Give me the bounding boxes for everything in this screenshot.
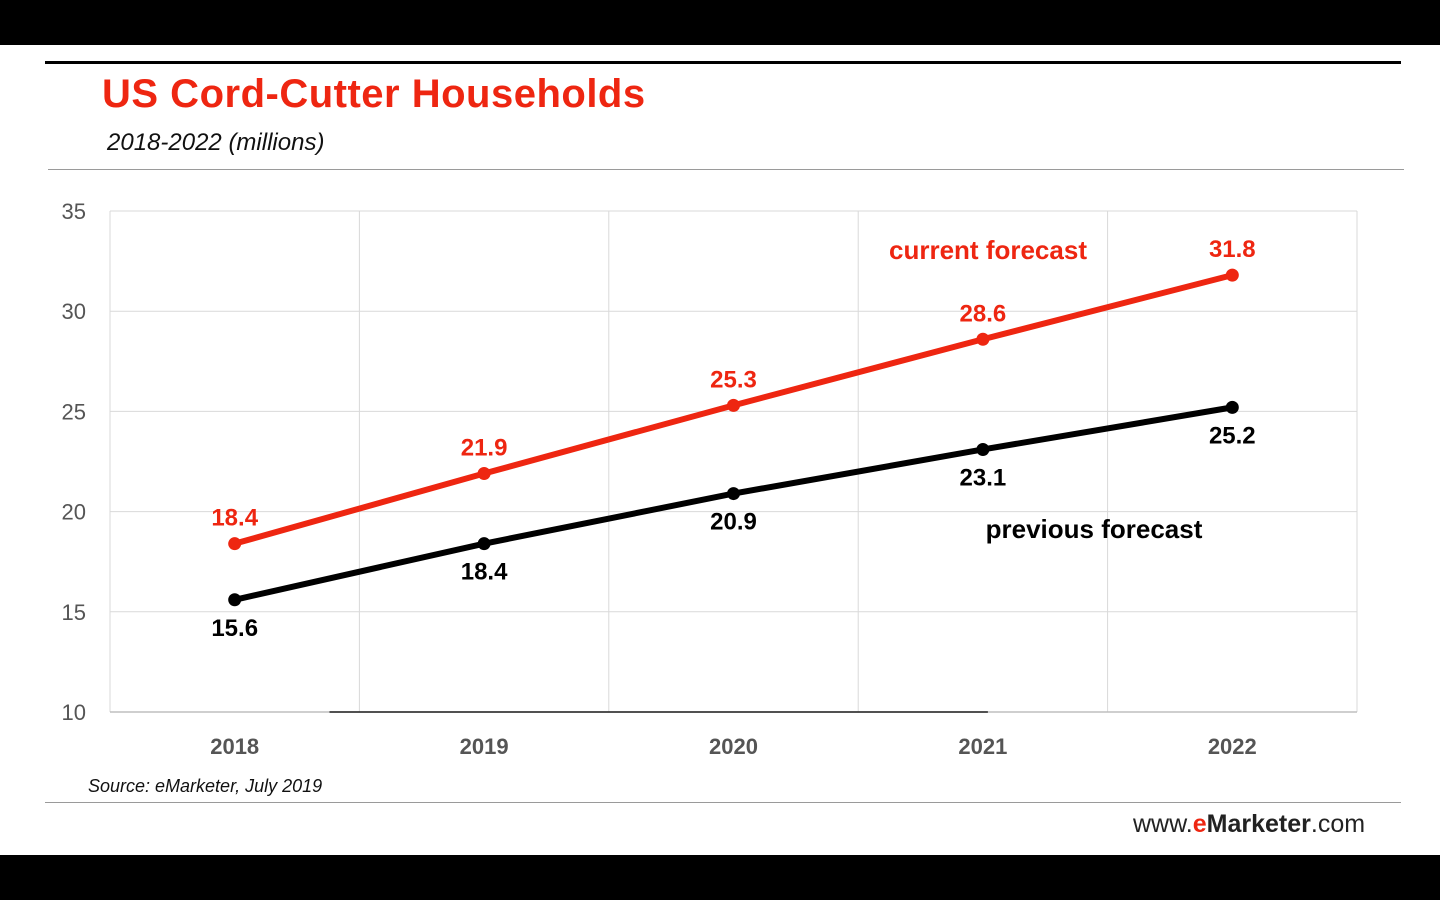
footer-rule: [45, 802, 1401, 803]
letterbox-top: [0, 0, 1440, 45]
current-forecast-data-label: 25.3: [710, 366, 757, 393]
letterbox-bottom: [0, 855, 1440, 900]
brand-logo[interactable]: www.eMarketer.com: [1133, 810, 1365, 839]
brand-e: e: [1192, 810, 1207, 838]
current-forecast-data-label: 28.6: [960, 300, 1007, 327]
header-rule: [48, 169, 1404, 170]
current-forecast-annotation: current forecast: [889, 235, 1087, 265]
previous-forecast-point: [1225, 400, 1239, 414]
y-tick-label: 10: [62, 700, 86, 725]
brand-prefix: www.: [1133, 810, 1193, 838]
x-tick-label: 2020: [709, 734, 758, 759]
current-forecast-point: [477, 467, 491, 481]
current-forecast-data-label: 31.8: [1209, 236, 1256, 263]
previous-forecast-point: [477, 537, 491, 551]
previous-forecast-data-label: 18.4: [461, 559, 508, 586]
previous-forecast-point: [976, 442, 990, 456]
previous-forecast-data-label: 15.6: [211, 615, 258, 642]
previous-forecast-data-label: 20.9: [710, 509, 757, 536]
current-forecast-data-label: 21.9: [461, 435, 508, 462]
current-forecast-point: [727, 398, 740, 412]
previous-forecast-data-label: 25.2: [1209, 422, 1256, 449]
y-tick-label: 35: [62, 199, 86, 224]
top-rule: [45, 61, 1401, 64]
current-forecast-point: [1225, 268, 1239, 282]
x-tick-label: 2021: [958, 734, 1007, 759]
current-forecast-point: [228, 537, 242, 551]
brand-suffix: .com: [1310, 810, 1366, 838]
axes: 10 15 20 25 30 35 2018 2019 2020 2021 2022: [62, 199, 1357, 759]
y-tick-label: 20: [62, 500, 86, 525]
series-lines: [228, 268, 1239, 607]
data-labels: 18.4 21.9 25.3 28.6 31.8 15.6 18.4 20.9 23.1 25.2…: [211, 235, 1255, 642]
current-forecast-data-label: 18.4: [211, 505, 258, 532]
y-tick-label: 15: [62, 600, 86, 625]
current-forecast-point: [976, 332, 990, 346]
grid: [109, 210, 1358, 713]
y-tick-label: 30: [62, 299, 86, 324]
x-tick-label: 2018: [210, 734, 259, 759]
chart-title: US Cord-Cutter Households: [102, 72, 646, 116]
previous-forecast-point: [228, 593, 242, 607]
x-tick-label: 2022: [1208, 734, 1257, 759]
chart-subtitle: 2018-2022 (millions): [107, 129, 325, 156]
previous-forecast-annotation: previous forecast: [986, 514, 1203, 544]
brand-name: Marketer: [1206, 810, 1311, 838]
previous-forecast-data-label: 23.1: [960, 464, 1007, 491]
x-tick-label: 2019: [460, 734, 509, 759]
previous-forecast-point: [727, 487, 740, 501]
source-note: Source: eMarketer, July 2019: [88, 776, 323, 796]
y-tick-label: 25: [62, 399, 86, 424]
